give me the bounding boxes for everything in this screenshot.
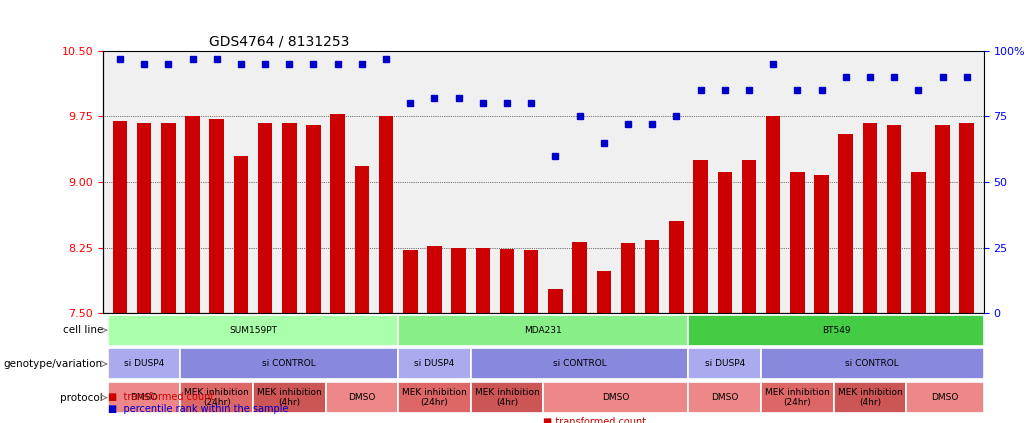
Bar (476, 247, 490, 313)
FancyBboxPatch shape (688, 382, 761, 413)
FancyBboxPatch shape (761, 349, 984, 379)
Bar (331, 114, 345, 313)
Bar (427, 246, 442, 313)
FancyBboxPatch shape (471, 349, 688, 379)
Text: genotype/variation: genotype/variation (4, 359, 103, 369)
Bar (379, 116, 393, 313)
Text: DMSO: DMSO (603, 393, 629, 402)
Bar (645, 240, 659, 313)
FancyBboxPatch shape (253, 382, 325, 413)
FancyBboxPatch shape (180, 349, 399, 379)
Bar (935, 125, 950, 313)
Bar (112, 121, 127, 313)
FancyBboxPatch shape (688, 315, 984, 346)
Bar (548, 289, 562, 313)
Bar (137, 123, 151, 313)
Bar (596, 271, 611, 313)
Bar (621, 243, 636, 313)
Bar (742, 160, 756, 313)
FancyBboxPatch shape (108, 349, 180, 379)
Bar (209, 119, 224, 313)
Bar (403, 250, 417, 313)
FancyBboxPatch shape (108, 382, 180, 413)
FancyBboxPatch shape (833, 382, 906, 413)
Bar (185, 116, 200, 313)
FancyBboxPatch shape (180, 382, 253, 413)
Text: MEK inhibition
(24hr): MEK inhibition (24hr) (184, 388, 249, 407)
Bar (718, 171, 732, 313)
Bar (354, 166, 369, 313)
Text: ■  percentile rank within the sample: ■ percentile rank within the sample (108, 404, 288, 415)
Bar (838, 134, 853, 313)
Text: MEK inhibition
(4hr): MEK inhibition (4hr) (256, 388, 321, 407)
FancyBboxPatch shape (399, 349, 471, 379)
Text: si CONTROL: si CONTROL (553, 360, 607, 368)
Bar (960, 123, 974, 313)
Bar (306, 125, 320, 313)
Bar (766, 116, 781, 313)
FancyBboxPatch shape (399, 382, 471, 413)
Text: protocol: protocol (60, 393, 103, 403)
Text: MEK inhibition
(4hr): MEK inhibition (4hr) (475, 388, 540, 407)
Text: GDS4764 / 8131253: GDS4764 / 8131253 (209, 34, 349, 48)
Text: DMSO: DMSO (931, 393, 959, 402)
Bar (524, 250, 539, 313)
Text: BT549: BT549 (822, 326, 851, 335)
Bar (912, 171, 926, 313)
FancyBboxPatch shape (906, 382, 984, 413)
Text: si DUSP4: si DUSP4 (705, 360, 745, 368)
Text: si DUSP4: si DUSP4 (124, 360, 164, 368)
Bar (282, 124, 297, 313)
Bar (670, 221, 684, 313)
Bar (500, 249, 514, 313)
Text: MDA231: MDA231 (524, 326, 562, 335)
FancyBboxPatch shape (471, 382, 543, 413)
Text: SUM159PT: SUM159PT (229, 326, 277, 335)
Bar (863, 123, 878, 313)
Bar (693, 160, 708, 313)
Text: MEK inhibition
(4hr): MEK inhibition (4hr) (837, 388, 902, 407)
FancyBboxPatch shape (688, 349, 761, 379)
Text: DMSO: DMSO (348, 393, 376, 402)
Bar (161, 124, 175, 313)
Text: MEK inhibition
(24hr): MEK inhibition (24hr) (765, 388, 830, 407)
FancyBboxPatch shape (108, 315, 399, 346)
Text: si CONTROL: si CONTROL (263, 360, 316, 368)
Bar (451, 247, 466, 313)
Bar (258, 123, 272, 313)
Bar (573, 242, 587, 313)
FancyBboxPatch shape (761, 382, 833, 413)
Text: ■  transformed count: ■ transformed count (108, 392, 214, 402)
Bar (815, 175, 829, 313)
FancyBboxPatch shape (399, 315, 688, 346)
Bar (234, 156, 248, 313)
FancyBboxPatch shape (543, 382, 688, 413)
Bar (887, 125, 901, 313)
FancyBboxPatch shape (325, 382, 399, 413)
Bar (790, 171, 804, 313)
Text: ■ transformed count: ■ transformed count (544, 417, 647, 423)
Text: si DUSP4: si DUSP4 (414, 360, 454, 368)
Text: cell line: cell line (63, 325, 103, 335)
Text: DMSO: DMSO (711, 393, 739, 402)
Text: si CONTROL: si CONTROL (846, 360, 899, 368)
Text: DMSO: DMSO (131, 393, 158, 402)
Text: MEK inhibition
(24hr): MEK inhibition (24hr) (402, 388, 467, 407)
